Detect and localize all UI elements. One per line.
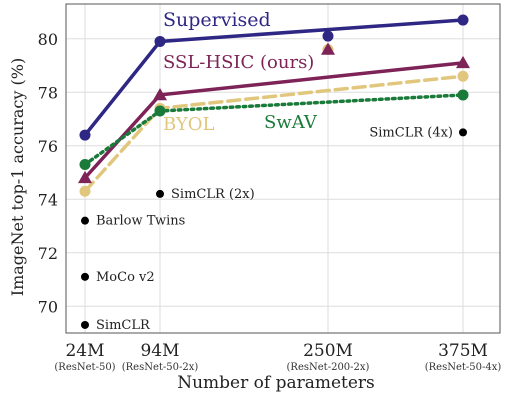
series-label-swav: SwAV bbox=[264, 112, 318, 133]
annotated-point bbox=[81, 320, 89, 329]
x-tick-label: 250M bbox=[303, 341, 353, 361]
y-tick-label: 78 bbox=[38, 83, 58, 102]
annotated-point-label: SimCLR bbox=[96, 318, 151, 333]
series-label-byol: BYOL bbox=[163, 114, 215, 135]
y-tick-label: 74 bbox=[38, 190, 58, 209]
y-tick-label: 76 bbox=[38, 137, 58, 156]
annotated-point-label: Barlow Twins bbox=[96, 214, 185, 229]
point-byol bbox=[79, 185, 91, 197]
annotated-point bbox=[81, 216, 89, 225]
isolated-point bbox=[321, 42, 335, 55]
point-supervised bbox=[79, 129, 91, 141]
x-tick-sublabel: (ResNet-50-4x) bbox=[425, 362, 502, 373]
point-ssl-hsic-ours bbox=[153, 87, 167, 101]
isolated-point bbox=[322, 30, 334, 42]
series-label-ssl-hsic-ours: SSL-HSIC (ours) bbox=[163, 52, 314, 73]
y-tick-label: 72 bbox=[38, 244, 58, 263]
annotated-point-label: SimCLR (2x) bbox=[171, 187, 255, 202]
plot-frame bbox=[65, 3, 501, 334]
tick-layer: 70727476788024M(ResNet-50)94M(ResNet-50-… bbox=[38, 30, 502, 373]
y-tick-label: 80 bbox=[38, 30, 58, 49]
y-axis-label: ImageNet top-1 accuracy (%) bbox=[8, 58, 27, 296]
grid bbox=[66, 4, 500, 333]
annotated-point-label: MoCo v2 bbox=[96, 270, 155, 285]
x-tick-label: 375M bbox=[438, 341, 488, 361]
x-tick-sublabel: (ResNet-50-2x) bbox=[122, 362, 199, 373]
points-layer bbox=[78, 14, 470, 329]
annotated-point bbox=[156, 189, 164, 198]
x-tick-label: 24M bbox=[65, 341, 104, 361]
series-label-supervised: Supervised bbox=[163, 9, 271, 31]
x-tick-sublabel: (ResNet-50) bbox=[54, 362, 115, 373]
point-swav bbox=[457, 89, 469, 101]
annotated-point-label: SimCLR (4x) bbox=[369, 125, 453, 140]
point-ssl-hsic-ours bbox=[456, 55, 470, 69]
annotated-point bbox=[81, 272, 89, 281]
point-byol bbox=[457, 70, 469, 82]
point-swav bbox=[79, 158, 91, 170]
x-tick-sublabel: (ResNet-200-2x) bbox=[287, 362, 370, 373]
point-supervised bbox=[154, 35, 166, 47]
point-swav bbox=[154, 105, 166, 117]
label-layer: Supervised SSL-HSIC (ours) BYOL SwAV SimCLR … bbox=[96, 9, 453, 333]
point-ssl-hsic-ours bbox=[78, 170, 92, 184]
annotated-point bbox=[459, 128, 467, 137]
series-layer bbox=[83, 18, 465, 193]
x-tick-label: 94M bbox=[140, 341, 179, 361]
x-axis-label: Number of parameters bbox=[177, 373, 375, 393]
point-supervised bbox=[457, 14, 469, 26]
y-tick-label: 70 bbox=[38, 297, 58, 316]
